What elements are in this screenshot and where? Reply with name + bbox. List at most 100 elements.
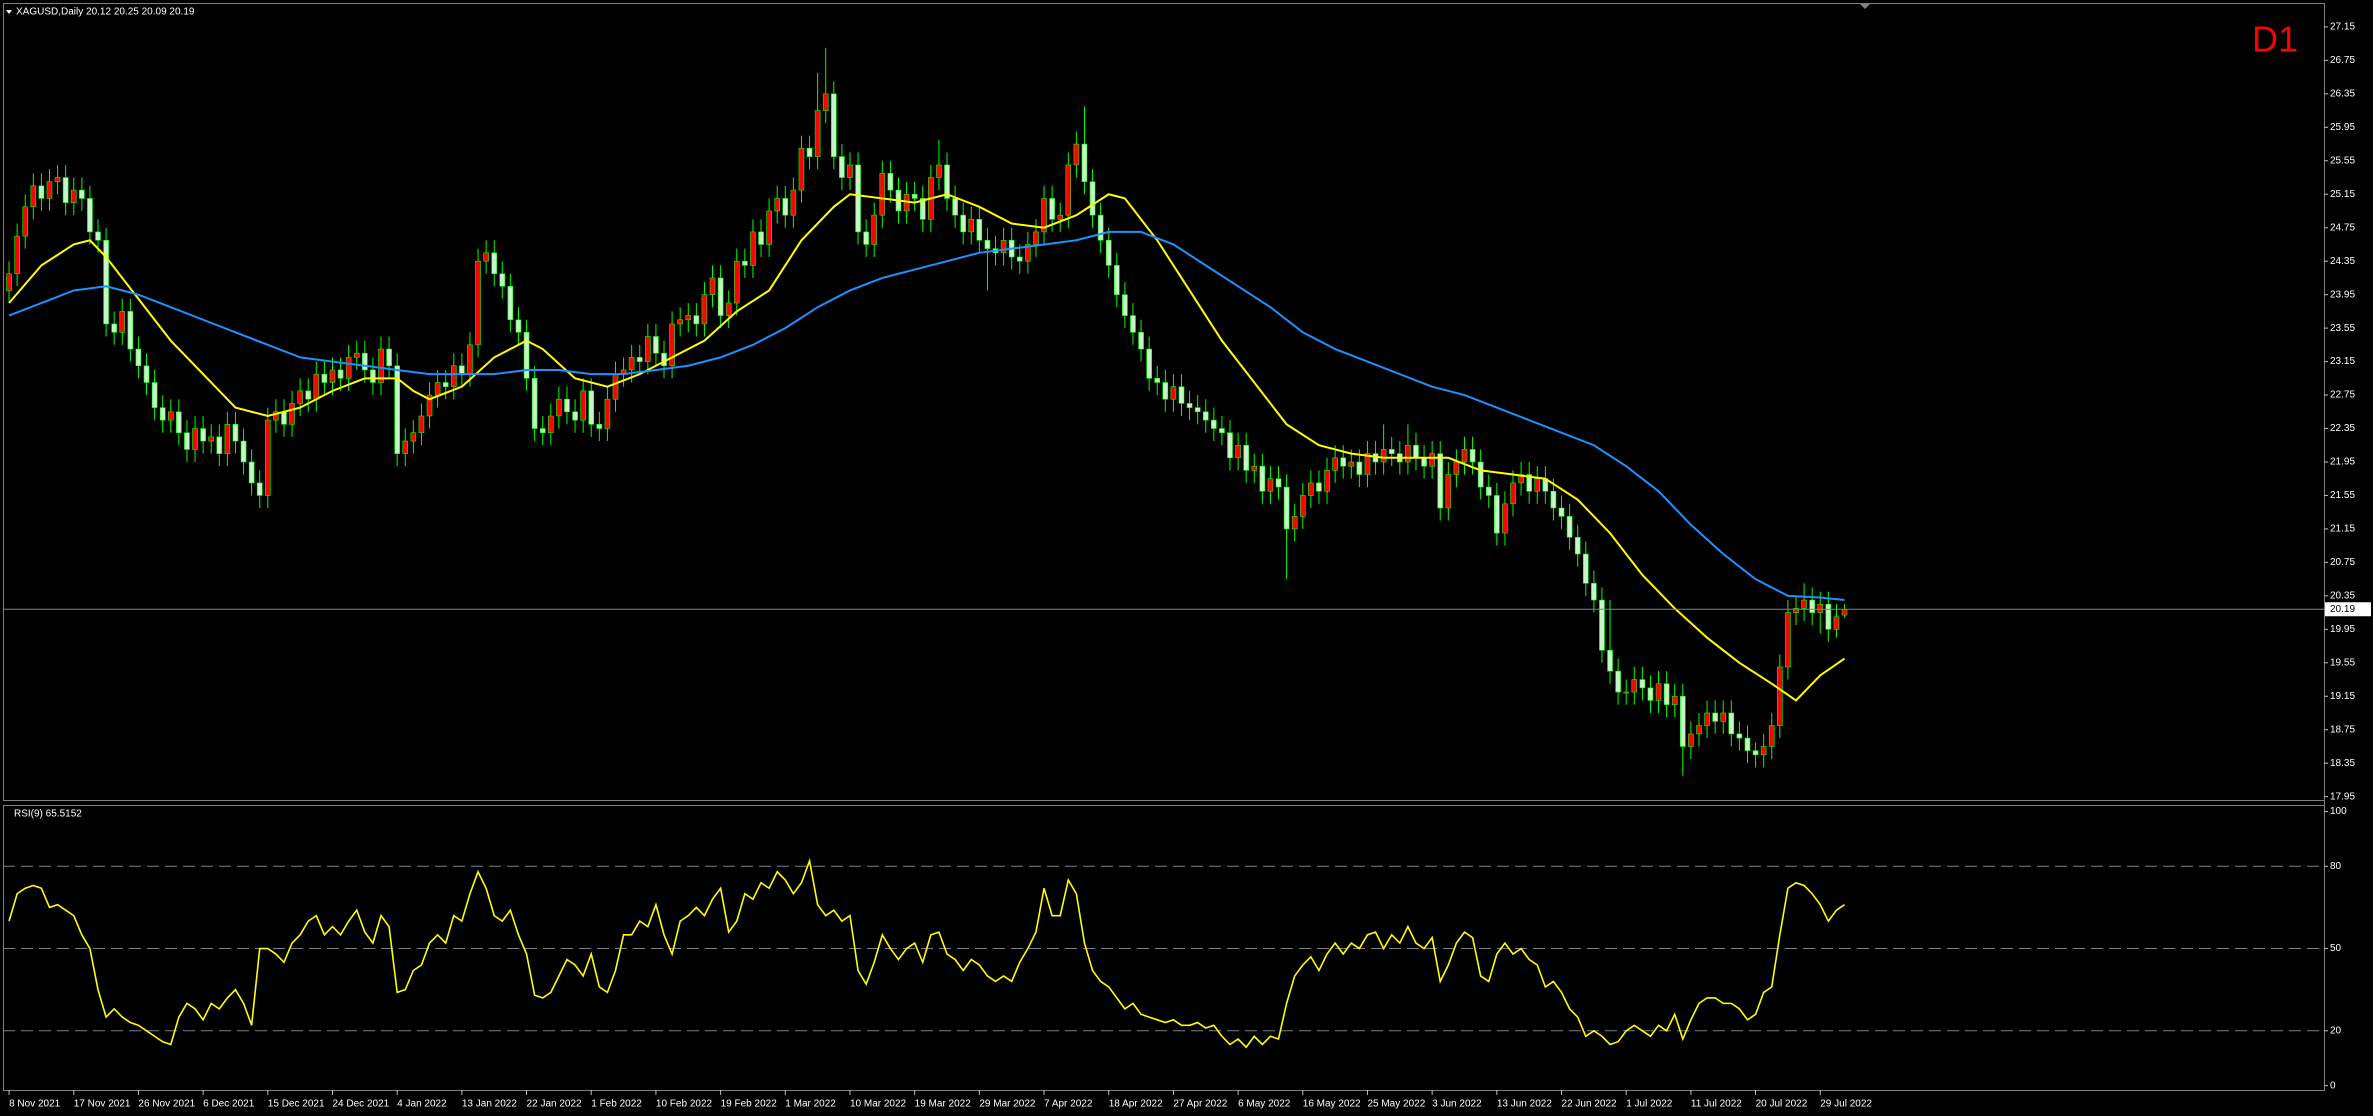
candle-body <box>701 294 708 325</box>
candle-body <box>580 390 586 421</box>
candle-body <box>54 177 61 183</box>
candle-body <box>491 252 498 275</box>
candle-body <box>402 440 409 454</box>
candle-body <box>1405 444 1411 463</box>
x-tick-label: 17 Nov 2021 <box>74 1099 131 1110</box>
x-tick-label: 6 Dec 2021 <box>203 1099 255 1110</box>
candle-body <box>1081 143 1088 183</box>
candle-body <box>127 311 134 350</box>
x-tick-label: 11 Jul 2022 <box>1691 1099 1742 1110</box>
chart-title: XAGUSD,Daily 20.12 20.25 20.09 20.19 <box>16 7 195 18</box>
x-tick-label: 16 May 2022 <box>1303 1099 1361 1110</box>
candle-body <box>1631 679 1638 693</box>
candle-body <box>1615 670 1621 693</box>
candle-body <box>1728 712 1735 735</box>
candle-body <box>750 231 756 266</box>
candle-body <box>1138 332 1144 350</box>
y-tick-label: 22.35 <box>2330 423 2355 434</box>
candle-body <box>410 432 417 442</box>
candle-body <box>1817 603 1824 613</box>
candle-body <box>1332 457 1338 471</box>
candle-body <box>159 407 166 421</box>
y-tick-label: 22.75 <box>2330 390 2355 401</box>
candle-body <box>1033 231 1039 245</box>
y-tick-label: 25.55 <box>2330 155 2355 166</box>
x-tick-label: 29 Mar 2022 <box>979 1099 1036 1110</box>
candle-body <box>1202 411 1209 421</box>
candle-body <box>1655 683 1662 701</box>
candle-body <box>1356 461 1363 475</box>
y-tick-label: 21.95 <box>2330 457 2355 468</box>
candle-body <box>1340 457 1347 467</box>
candle-body <box>1744 737 1751 751</box>
x-tick-label: 4 Jan 2022 <box>397 1099 447 1110</box>
candle-body <box>499 273 506 287</box>
candle-body <box>1752 750 1759 756</box>
candle-body <box>208 436 215 442</box>
y-tick-label: 23.95 <box>2330 289 2355 300</box>
candle-body <box>62 177 69 203</box>
candle-body <box>1671 695 1678 705</box>
y-tick-label: 21.15 <box>2330 524 2355 535</box>
x-tick-label: 6 May 2022 <box>1238 1099 1291 1110</box>
x-tick-label: 18 Apr 2022 <box>1109 1099 1163 1110</box>
candle-body <box>1526 474 1532 492</box>
candle-body <box>1186 403 1193 408</box>
rsi-y-tick-label: 100 <box>2330 806 2347 817</box>
y-tick-label: 24.35 <box>2330 256 2355 267</box>
candle-body <box>709 277 716 295</box>
x-tick-label: 10 Mar 2022 <box>850 1099 907 1110</box>
candle-body <box>281 411 287 425</box>
candle-body <box>87 198 93 233</box>
candle-body <box>1429 453 1435 467</box>
candle-body <box>742 260 748 266</box>
candle-body <box>1760 746 1767 756</box>
x-tick-label: 26 Nov 2021 <box>138 1099 195 1110</box>
candle-body <box>1680 695 1686 747</box>
candle-body <box>628 357 635 371</box>
moving-average-line <box>8 230 1845 602</box>
candle-body <box>1348 461 1355 467</box>
candle-body <box>782 198 789 216</box>
candle-body <box>952 198 958 216</box>
candle-body <box>475 260 481 346</box>
candle-body <box>321 373 328 383</box>
candle-body <box>232 424 239 442</box>
x-tick-label: 1 Feb 2022 <box>591 1099 642 1110</box>
candle-body <box>960 214 966 233</box>
candle-body <box>596 424 603 429</box>
candle-body <box>1267 478 1274 492</box>
candle-body <box>1041 198 1047 233</box>
y-tick-label: 27.15 <box>2330 22 2355 33</box>
candle-body <box>814 110 821 157</box>
candle-body <box>1566 516 1573 538</box>
candle-body <box>337 369 344 379</box>
candle-body <box>1841 608 1848 616</box>
x-tick-label: 22 Jun 2022 <box>1562 1099 1617 1110</box>
y-tick-label: 23.15 <box>2330 356 2355 367</box>
candle-body <box>1073 143 1080 166</box>
x-tick-label: 10 Feb 2022 <box>656 1099 713 1110</box>
candle-body <box>378 348 384 383</box>
candle-body <box>1445 474 1452 509</box>
candle-body <box>1283 486 1290 530</box>
candle-body <box>184 432 190 450</box>
x-tick-label: 15 Dec 2021 <box>268 1099 325 1110</box>
candle-body <box>442 382 449 387</box>
candle-body <box>685 315 692 321</box>
candle-body <box>103 239 109 325</box>
candle-body <box>353 352 360 358</box>
candle-body <box>95 231 101 241</box>
candles <box>6 47 1848 776</box>
candle-body <box>1502 503 1508 534</box>
x-tick-label: 1 Jul 2022 <box>1626 1099 1673 1110</box>
candle-body <box>6 273 12 291</box>
candle-body <box>798 147 805 191</box>
candle-body <box>919 198 926 220</box>
candle-body <box>669 323 675 367</box>
y-tick-label: 25.95 <box>2330 122 2355 133</box>
candle-body <box>143 365 150 383</box>
candle-body <box>564 398 570 413</box>
